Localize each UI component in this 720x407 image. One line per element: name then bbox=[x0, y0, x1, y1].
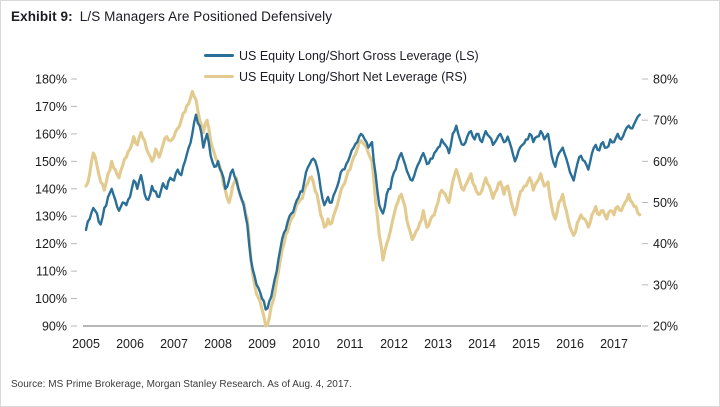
exhibit-title-text: L/S Managers Are Positioned Defensively bbox=[79, 9, 333, 24]
x-axis-year-label: 2013 bbox=[424, 337, 452, 351]
left-axis-label: 90% bbox=[42, 320, 67, 334]
legend-item-net: US Equity Long/Short Net Leverage (RS) bbox=[204, 66, 479, 87]
left-axis-label: 100% bbox=[35, 292, 67, 306]
net-leverage-line bbox=[84, 89, 642, 328]
x-axis-year-label: 2015 bbox=[512, 337, 540, 351]
legend-label-net: US Equity Long/Short Net Leverage (RS) bbox=[239, 69, 467, 84]
gross-leverage-line bbox=[84, 113, 641, 311]
right-axis-label: 40% bbox=[653, 237, 678, 251]
chart-legend: US Equity Long/Short Gross Leverage (LS)… bbox=[204, 45, 479, 87]
x-axis-year-label: 2008 bbox=[204, 337, 232, 351]
x-axis-year-label: 2007 bbox=[160, 337, 188, 351]
net-leverage-line-swatch bbox=[204, 75, 234, 78]
left-axis-label: 170% bbox=[35, 100, 67, 114]
left-axis-label: 140% bbox=[35, 182, 67, 196]
right-axis-label: 70% bbox=[653, 114, 678, 128]
left-axis-label: 130% bbox=[35, 210, 67, 224]
x-axis-year-label: 2016 bbox=[556, 337, 584, 351]
page-title: Exhibit 9: L/S Managers Are Positioned De… bbox=[11, 9, 332, 24]
x-axis-year-label: 2011 bbox=[337, 337, 364, 351]
x-axis-year-label: 2005 bbox=[72, 337, 100, 351]
x-axis-year-label: 2017 bbox=[600, 337, 628, 351]
x-axis-year-label: 2006 bbox=[116, 337, 144, 351]
legend-label-gross: US Equity Long/Short Gross Leverage (LS) bbox=[239, 48, 479, 63]
x-axis-year-label: 2012 bbox=[380, 337, 408, 351]
right-axis-label: 80% bbox=[653, 73, 678, 87]
left-axis-label: 150% bbox=[35, 155, 67, 169]
source-note: Source: MS Prime Brokerage, Morgan Stanl… bbox=[11, 379, 352, 390]
legend-item-gross: US Equity Long/Short Gross Leverage (LS) bbox=[204, 45, 479, 66]
left-axis-label: 180% bbox=[35, 73, 67, 87]
right-axis-label: 30% bbox=[653, 278, 678, 292]
x-axis-year-label: 2014 bbox=[468, 337, 496, 351]
gross-leverage-line-swatch bbox=[204, 54, 234, 57]
x-axis-year-label: 2010 bbox=[292, 337, 320, 351]
right-axis-label: 20% bbox=[653, 320, 678, 334]
left-axis-label: 120% bbox=[35, 237, 67, 251]
left-axis-label: 160% bbox=[35, 127, 67, 141]
chart-canvas: 180% 170% 160% 150% 140% 130% 120% 110% 100% 90% 8… bbox=[35, 73, 678, 352]
x-axis-year-label: 2009 bbox=[248, 337, 276, 351]
right-axis-label: 50% bbox=[653, 196, 678, 210]
exhibit-number: Exhibit 9: bbox=[11, 9, 73, 24]
right-axis-label: 60% bbox=[653, 155, 678, 169]
left-axis-label: 110% bbox=[36, 265, 67, 279]
